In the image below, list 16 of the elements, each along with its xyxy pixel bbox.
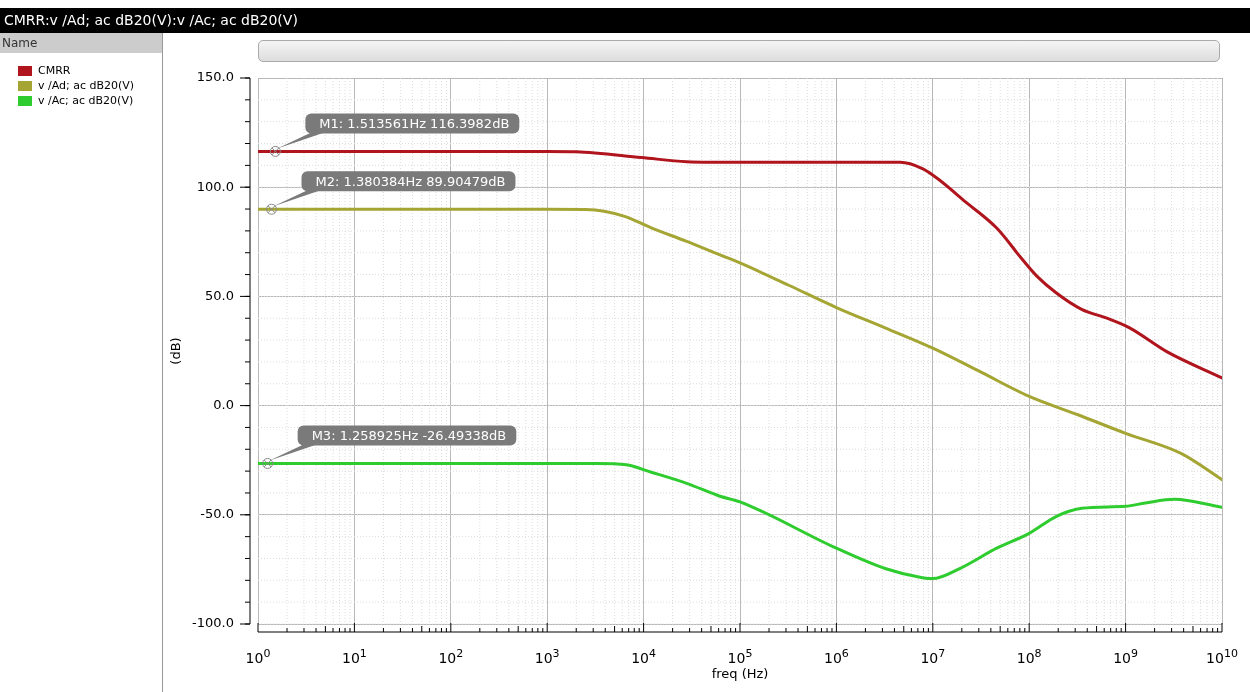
legend-label: CMRR	[38, 64, 71, 77]
legend-label: v /Ac; ac dB20(V)	[38, 94, 134, 107]
y-tick-label: -50.0	[200, 506, 234, 522]
x-axis-title: freq (Hz)	[711, 666, 769, 681]
y-tick-label: 150.0	[196, 69, 234, 85]
legend-title: Name	[0, 33, 162, 53]
chart-title: CMRR:v /Ad; ac dB20(V):v /Ac; ac dB20(V)	[0, 8, 1250, 33]
annotation: M1: 1.513561Hz 116.3982dB	[319, 115, 510, 131]
annotation: M3: 1.258925Hz -26.49338dB	[311, 427, 507, 443]
legend-label: v /Ad; ac dB20(V)	[38, 79, 135, 92]
y-tick-label: 100.0	[196, 178, 234, 194]
annotation: M2: 1.380384Hz 89.90479dB	[315, 173, 506, 189]
y-tick-label: -100.0	[192, 615, 234, 631]
y-tick-label: 0.0	[213, 396, 234, 412]
y-axis-title: (dB)	[168, 337, 184, 365]
y-tick-label: 50.0	[205, 287, 234, 303]
